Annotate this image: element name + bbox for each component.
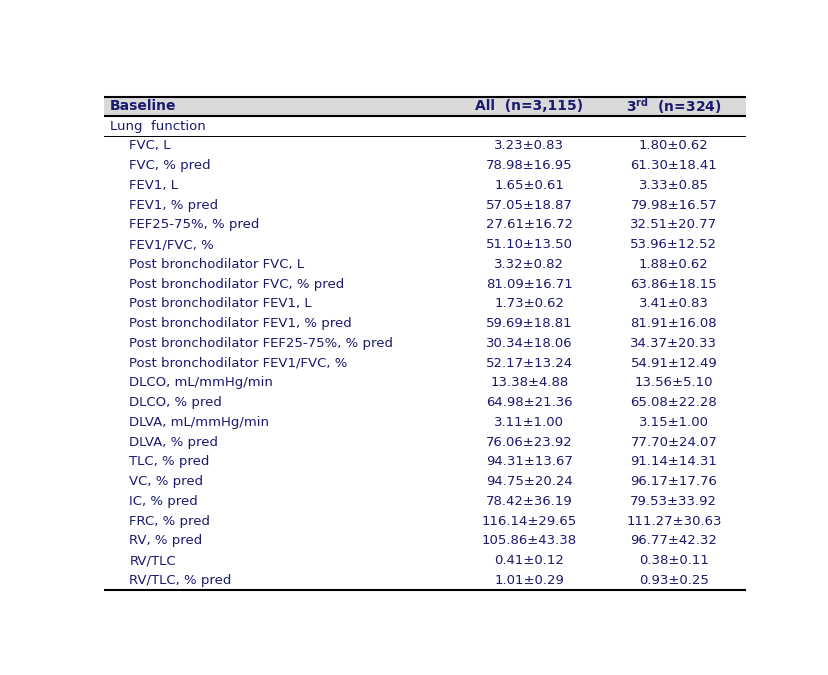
Text: Post bronchodilator FVC, % pred: Post bronchodilator FVC, % pred [129, 277, 344, 291]
Text: All  (n=3,115): All (n=3,115) [474, 99, 583, 113]
Text: 1.88±0.62: 1.88±0.62 [638, 258, 708, 271]
Text: 61.30±18.41: 61.30±18.41 [629, 159, 716, 172]
Text: Baseline: Baseline [110, 99, 176, 113]
Text: 0.38±0.11: 0.38±0.11 [638, 554, 708, 567]
Text: 51.10±13.50: 51.10±13.50 [485, 238, 572, 251]
Text: RV/TLC, % pred: RV/TLC, % pred [129, 574, 231, 587]
Text: FEV1, L: FEV1, L [129, 179, 178, 192]
Text: TLC, % pred: TLC, % pred [129, 456, 209, 468]
Text: 3.33±0.85: 3.33±0.85 [638, 179, 708, 192]
Text: 3.41±0.83: 3.41±0.83 [638, 298, 708, 310]
Text: 64.98±21.36: 64.98±21.36 [485, 396, 572, 409]
Text: FVC, % pred: FVC, % pred [129, 159, 210, 172]
Text: 77.70±24.07: 77.70±24.07 [629, 436, 716, 449]
Text: 52.17±13.24: 52.17±13.24 [485, 356, 572, 370]
Text: 1.80±0.62: 1.80±0.62 [638, 140, 708, 153]
Text: 94.31±13.67: 94.31±13.67 [485, 456, 572, 468]
Text: 3.11±1.00: 3.11±1.00 [493, 416, 564, 429]
Text: 76.06±23.92: 76.06±23.92 [485, 436, 572, 449]
Text: 27.61±16.72: 27.61±16.72 [485, 219, 572, 232]
Text: FRC, % pred: FRC, % pred [129, 515, 210, 528]
Text: 3.32±0.82: 3.32±0.82 [493, 258, 564, 271]
Text: RV, % pred: RV, % pred [129, 535, 202, 547]
Text: 1.65±0.61: 1.65±0.61 [493, 179, 564, 192]
Text: Post bronchodilator FEV1/FVC, %: Post bronchodilator FEV1/FVC, % [129, 356, 347, 370]
Text: 91.14±14.31: 91.14±14.31 [629, 456, 716, 468]
Text: 3.15±1.00: 3.15±1.00 [638, 416, 708, 429]
Text: 105.86±43.38: 105.86±43.38 [481, 535, 576, 547]
Text: 3$^{\mathregular{rd}}$  (n=324): 3$^{\mathregular{rd}}$ (n=324) [625, 97, 720, 116]
Text: 79.98±16.57: 79.98±16.57 [629, 198, 716, 212]
Text: 81.91±16.08: 81.91±16.08 [630, 317, 716, 330]
Text: 116.14±29.65: 116.14±29.65 [481, 515, 576, 528]
Text: 78.98±16.95: 78.98±16.95 [485, 159, 572, 172]
Text: 13.56±5.10: 13.56±5.10 [633, 377, 712, 389]
Text: 54.91±12.49: 54.91±12.49 [629, 356, 716, 370]
Bar [104, 97, 745, 116]
Text: FEF25-75%, % pred: FEF25-75%, % pred [129, 219, 259, 232]
Text: 111.27±30.63: 111.27±30.63 [625, 515, 720, 528]
Text: IC, % pred: IC, % pred [129, 495, 198, 508]
Text: 59.69±18.81: 59.69±18.81 [485, 317, 572, 330]
Text: RV/TLC: RV/TLC [129, 554, 176, 567]
Text: DLVA, % pred: DLVA, % pred [129, 436, 218, 449]
Text: DLVA, mL/mmHg/min: DLVA, mL/mmHg/min [129, 416, 269, 429]
Text: 65.08±22.28: 65.08±22.28 [629, 396, 716, 409]
Text: 96.17±17.76: 96.17±17.76 [629, 475, 716, 488]
Text: 57.05±18.87: 57.05±18.87 [485, 198, 572, 212]
Text: DLCO, % pred: DLCO, % pred [129, 396, 222, 409]
Text: DLCO, mL/mmHg/min: DLCO, mL/mmHg/min [129, 377, 273, 389]
Text: 34.37±20.33: 34.37±20.33 [629, 337, 716, 350]
Text: VC, % pred: VC, % pred [129, 475, 203, 488]
Text: 1.01±0.29: 1.01±0.29 [493, 574, 564, 587]
Text: 79.53±33.92: 79.53±33.92 [629, 495, 716, 508]
Text: Post bronchodilator FEV1, L: Post bronchodilator FEV1, L [129, 298, 311, 310]
Text: Post bronchodilator FEV1, % pred: Post bronchodilator FEV1, % pred [129, 317, 352, 330]
Text: 32.51±20.77: 32.51±20.77 [629, 219, 716, 232]
Text: 3.23±0.83: 3.23±0.83 [493, 140, 564, 153]
Text: Post bronchodilator FEF25-75%, % pred: Post bronchodilator FEF25-75%, % pred [129, 337, 392, 350]
Text: 0.93±0.25: 0.93±0.25 [638, 574, 708, 587]
Text: 1.73±0.62: 1.73±0.62 [493, 298, 564, 310]
Text: 81.09±16.71: 81.09±16.71 [485, 277, 572, 291]
Text: Lung  function: Lung function [110, 119, 205, 133]
Text: FEV1/FVC, %: FEV1/FVC, % [129, 238, 214, 251]
Text: 53.96±12.52: 53.96±12.52 [629, 238, 716, 251]
Text: 30.34±18.06: 30.34±18.06 [485, 337, 572, 350]
Text: 96.77±42.32: 96.77±42.32 [629, 535, 716, 547]
Text: 78.42±36.19: 78.42±36.19 [485, 495, 572, 508]
Text: Post bronchodilator FVC, L: Post bronchodilator FVC, L [129, 258, 304, 271]
Text: FEV1, % pred: FEV1, % pred [129, 198, 219, 212]
Text: 0.41±0.12: 0.41±0.12 [493, 554, 564, 567]
Text: 94.75±20.24: 94.75±20.24 [485, 475, 572, 488]
Text: 13.38±4.88: 13.38±4.88 [489, 377, 568, 389]
Text: 63.86±18.15: 63.86±18.15 [629, 277, 716, 291]
Text: FVC, L: FVC, L [129, 140, 171, 153]
